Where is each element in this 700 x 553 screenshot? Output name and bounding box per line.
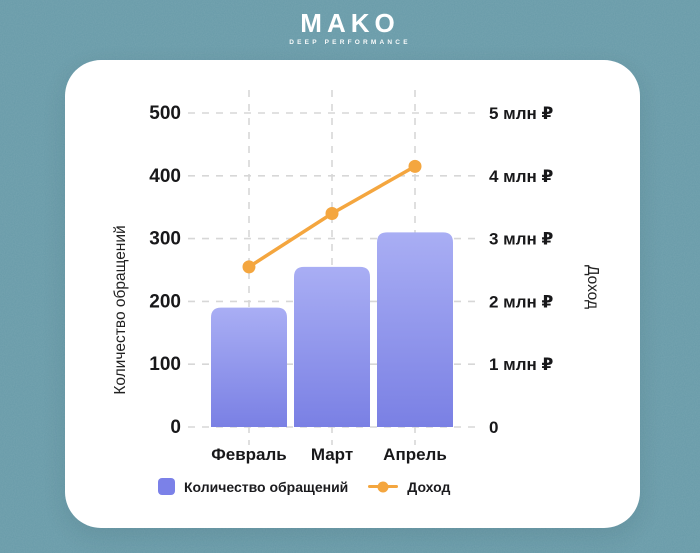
left-axis-tick-5: 500	[149, 103, 181, 124]
x-axis-label-Февраль: Февраль	[211, 445, 287, 464]
right-axis-title: Доход	[584, 265, 601, 309]
legend-label-income: Доход	[407, 478, 451, 495]
left-axis-tick-2: 200	[149, 291, 181, 312]
right-axis-tick-4: 4 млн ₽	[489, 167, 554, 186]
legend-item-income: Доход	[368, 479, 450, 495]
x-axis-label-Апрель: Апрель	[383, 445, 447, 464]
logo: MAKO DEEP PERFORMANCE	[0, 10, 700, 46]
bar-Февраль	[211, 307, 287, 427]
left-axis-tick-1: 100	[149, 354, 181, 375]
left-axis-title: Количество обращений	[112, 225, 129, 394]
right-axis-tick-2: 2 млн ₽	[489, 292, 554, 311]
bar-Март	[294, 266, 370, 427]
logo-subtitle: DEEP PERFORMANCE	[289, 39, 411, 46]
left-axis-tick-0: 0	[170, 417, 181, 438]
right-axis-tick-0: 0	[489, 418, 498, 437]
legend-item-requests: Количество обращений	[158, 478, 348, 495]
income-point-Март	[325, 206, 339, 220]
left-axis-tick-4: 400	[149, 166, 181, 187]
chart-legend: Количество обращений Доход	[158, 478, 450, 495]
x-axis-label-Март: Март	[311, 445, 353, 464]
combo-chart: 0 0 100 1 млн ₽ 200 2 млн ₽ 300 3 млн ₽ 400 4 млн…	[112, 90, 601, 464]
legend-swatch-line-dot	[368, 481, 399, 492]
logo-title: MAKO	[300, 8, 400, 38]
legend-dot-icon	[377, 481, 389, 492]
chart-card: 0 0 100 1 млн ₽ 200 2 млн ₽ 300 3 млн ₽ 400 4 млн…	[65, 60, 640, 528]
left-axis-tick-3: 300	[149, 229, 181, 250]
right-axis-tick-3: 3 млн ₽	[489, 230, 554, 249]
legend-swatch-bar	[158, 478, 175, 495]
right-axis-tick-1: 1 млн ₽	[489, 355, 554, 374]
income-point-Февраль	[242, 260, 256, 274]
right-axis-tick-5: 5 млн ₽	[489, 104, 554, 123]
legend-label-requests: Количество обращений	[184, 478, 349, 495]
bar-Апрель	[377, 232, 453, 427]
income-point-Апрель	[408, 159, 422, 173]
